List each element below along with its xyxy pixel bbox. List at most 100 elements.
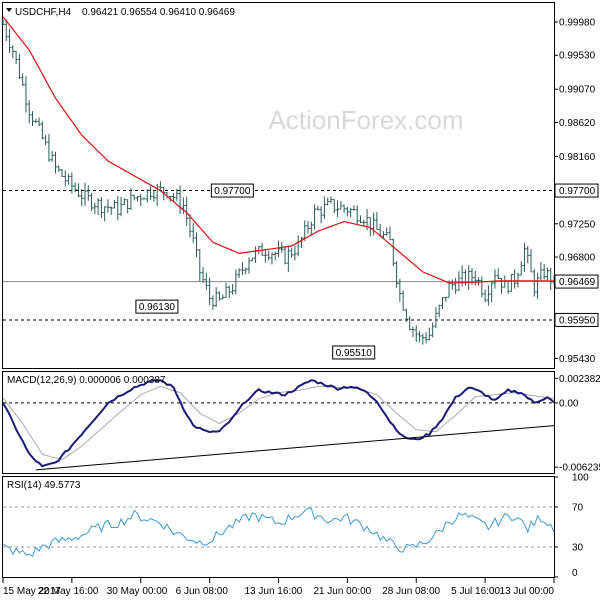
price-tick-label: 0.95430 <box>559 354 596 365</box>
price-bar <box>126 199 130 214</box>
price-bar <box>519 261 523 276</box>
price-bar <box>372 212 376 236</box>
time-tick-label: 21 Jun 00:00 <box>313 586 371 597</box>
price-bar <box>132 194 136 201</box>
price-bar <box>83 182 87 207</box>
price-bar <box>181 197 185 215</box>
price-bar <box>60 169 64 177</box>
time-tick-label: 13 Jun 16:00 <box>245 586 303 597</box>
price-bar <box>113 200 117 209</box>
price-bar <box>86 185 90 201</box>
rsi-panel-frame <box>2 476 555 578</box>
annotation-box <box>332 345 376 360</box>
price-bar <box>231 284 235 295</box>
price-bar <box>286 245 290 272</box>
price-bar <box>352 205 356 211</box>
time-tick-label: 5 Jul 16:00 <box>451 586 500 597</box>
price-bar <box>418 330 422 343</box>
current-price-box <box>554 274 599 289</box>
price-bar <box>224 282 228 298</box>
price-bar <box>191 223 195 243</box>
macd-layer <box>2 379 555 471</box>
price-bar <box>211 295 215 310</box>
macd-tick-label: -0.006235 <box>559 463 600 474</box>
price-bar <box>486 285 490 306</box>
price-bar <box>96 197 100 216</box>
price-bar <box>483 289 487 303</box>
price-bar <box>293 245 297 261</box>
time-tick-label: 30 May 00:00 <box>107 586 168 597</box>
price-bar <box>208 277 212 305</box>
price-bar <box>270 252 274 265</box>
time-tick-label: 22 May 16:00 <box>38 586 99 597</box>
price-bar <box>290 247 294 258</box>
price-bar <box>53 151 57 174</box>
price-annotation: 0.97700 <box>210 183 254 198</box>
price-bar <box>8 28 12 53</box>
price-bar <box>362 219 366 227</box>
price-bar <box>349 207 353 218</box>
price-bar <box>247 257 251 274</box>
price-bar <box>93 203 97 215</box>
price-bar <box>227 285 231 298</box>
macd-trendline <box>35 425 555 471</box>
price-bar <box>50 151 54 162</box>
price-bar <box>14 50 18 64</box>
price-bar <box>526 246 530 264</box>
macd-axis: 0.002382 0.00 -0.006235 <box>554 374 600 474</box>
price-bar <box>319 206 323 224</box>
time-tick-label: 6 Jun 08:00 <box>176 586 229 597</box>
macd-panel-frame <box>2 371 555 474</box>
price-bar <box>63 170 67 187</box>
price-bar <box>463 269 467 286</box>
collapse-triangle-icon[interactable] <box>6 8 12 12</box>
price-bar <box>516 272 520 288</box>
price-tick-label: 0.99070 <box>559 85 596 96</box>
macd-line <box>2 379 555 468</box>
price-bar <box>240 262 244 276</box>
time-tick-label: 15 May 2017 <box>3 586 61 597</box>
price-bar <box>421 333 425 345</box>
price-bar <box>424 332 428 344</box>
price-bar <box>31 111 35 127</box>
price-bar <box>129 187 133 210</box>
price-bar <box>263 248 267 263</box>
price-bar <box>250 257 254 262</box>
price-bar <box>375 212 379 230</box>
price-bar <box>414 325 418 342</box>
price-bar <box>214 287 218 307</box>
price-bar <box>332 199 336 213</box>
rsi-tick-label: 100 <box>572 473 589 484</box>
price-bar <box>37 117 41 127</box>
price-bar <box>345 206 349 217</box>
price-bar <box>309 221 313 236</box>
price-bar <box>109 206 113 216</box>
price-bar <box>158 181 162 190</box>
price-bar <box>21 73 25 87</box>
price-bar <box>408 316 412 331</box>
price-bar <box>398 278 402 302</box>
price-tick-label: 0.98620 <box>559 118 596 129</box>
price-bar <box>322 196 326 220</box>
price-tick-label: 0.95950 <box>559 315 596 326</box>
price-bar <box>457 271 461 291</box>
price-bar <box>336 200 340 218</box>
price-bar <box>57 165 61 172</box>
price-bar <box>440 297 444 310</box>
price-bar <box>316 205 320 211</box>
price-tick-label: 0.99530 <box>559 51 596 62</box>
price-bar <box>431 322 435 338</box>
price-bar <box>509 273 513 292</box>
price-bar <box>313 204 317 230</box>
rsi-layer <box>2 506 555 557</box>
price-bar <box>388 226 392 241</box>
price-bar <box>142 197 146 200</box>
price-bar <box>493 269 497 289</box>
price-bar <box>283 247 287 265</box>
price-bar <box>24 76 28 113</box>
price-annotation: 0.95510 <box>332 345 376 360</box>
moving-average-line <box>2 16 554 284</box>
price-bar <box>342 204 346 214</box>
time-tick-label: 13 Jul 00:00 <box>500 586 555 597</box>
